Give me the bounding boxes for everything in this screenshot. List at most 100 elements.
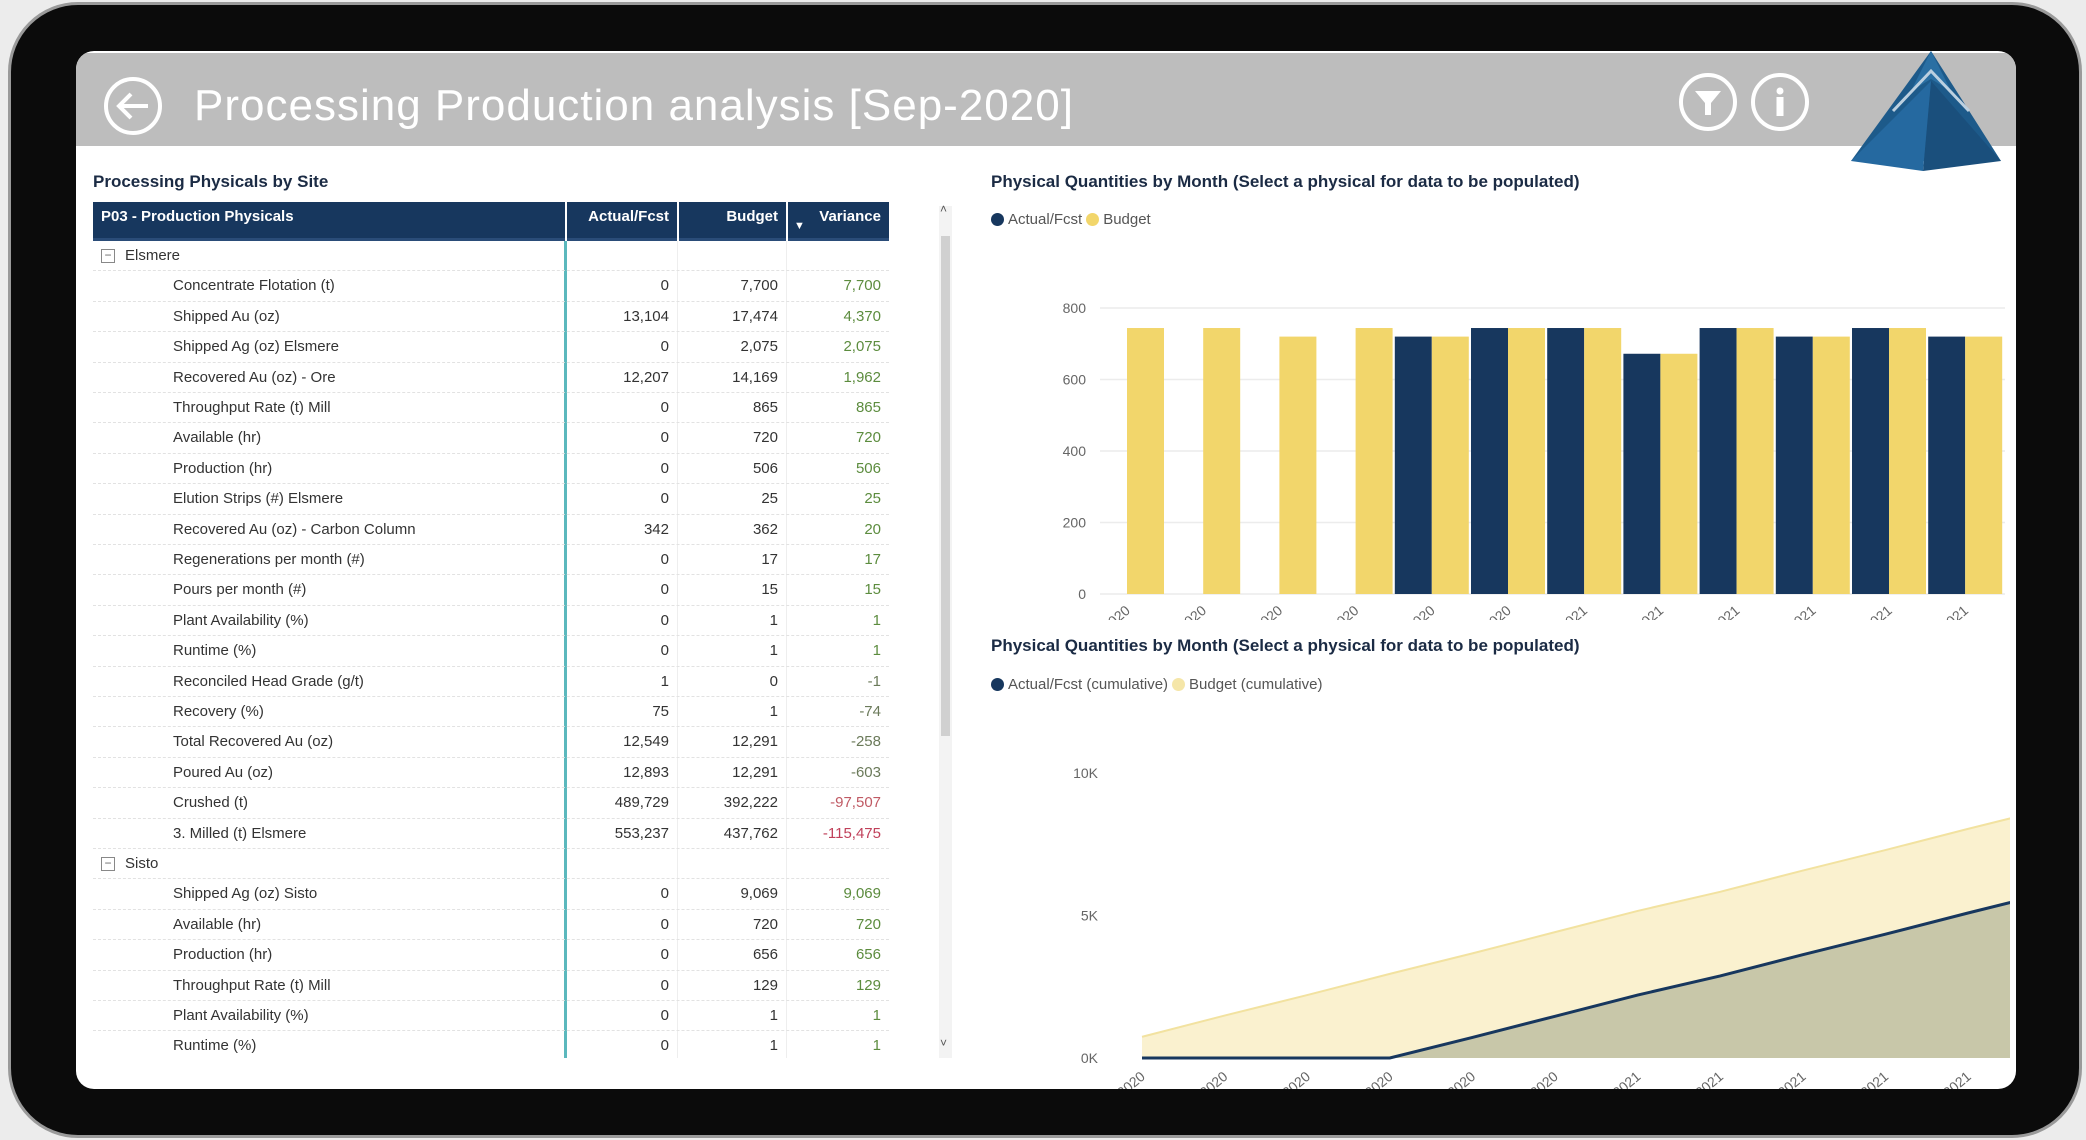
table-row[interactable]: Recovered Au (oz) - Carbon Column 342 36…	[93, 515, 889, 545]
table-scrollbar[interactable]: ˄ ˅	[939, 202, 952, 1058]
table-row[interactable]: Runtime (%) 0 1 1	[93, 636, 889, 667]
table-row[interactable]: Regenerations per month (#) 0 17 17	[93, 545, 889, 576]
x-tick-label: Feb-2021	[1670, 1068, 1726, 1089]
table-row[interactable]: Shipped Au (oz) 13,104 17,474 4,370	[93, 302, 889, 333]
budget-cell: 129	[752, 976, 778, 994]
sort-descending-icon[interactable]: ▼	[794, 220, 805, 232]
table-row[interactable]: Throughput Rate (t) Mill 0 865 865	[93, 393, 889, 424]
collapse-icon[interactable]: −	[101, 857, 115, 872]
x-tick-label: Aug-2020	[1152, 602, 1209, 620]
variance-cell: 15	[864, 581, 881, 599]
table-row[interactable]: Available (hr) 0 720 720	[93, 910, 889, 941]
table-row[interactable]: Reconciled Head Grade (g/t) 1 0 -1	[93, 667, 889, 697]
budget-cell: 392,222	[723, 794, 778, 812]
column-header-budget[interactable]: Budget	[677, 202, 786, 241]
bar-chart-title: Physical Quantities by Month (Select a p…	[991, 172, 1580, 191]
report-page: Processing Production analysis [Sep-2020…	[76, 51, 2016, 1089]
budget-cell: 12,291	[732, 733, 778, 751]
variance-header-label: Variance	[819, 208, 881, 225]
legend-dot-actual-cumulative	[991, 678, 1004, 691]
actual-cell: 13,104	[623, 307, 669, 325]
variance-cell: 1	[872, 1007, 881, 1024]
legend-label-actual[interactable]: Actual/Fcst	[1008, 211, 1083, 228]
row-label: Runtime (%)	[173, 1037, 257, 1055]
table-row[interactable]: Production (hr) 0 506 506	[93, 454, 889, 485]
x-tick-label: Feb-2021	[1610, 602, 1666, 620]
table-row[interactable]: Runtime (%) 0 1 1	[93, 1031, 889, 1058]
column-divider	[786, 241, 787, 1058]
bar-actual	[1547, 328, 1585, 594]
row-label: Available (hr)	[173, 429, 262, 447]
column-header-actual[interactable]: Actual/Fcst	[565, 202, 677, 241]
column-divider	[564, 241, 567, 1058]
column-header-physicals[interactable]: P03 - Production Physicals	[101, 208, 294, 225]
cumulative-area-chart[interactable]: 0K 5K 10K Jul-2020 Aug-2020 Sep-2020 Oct-2020 N…	[980, 700, 2010, 1089]
table-row[interactable]: 3. Milled (t) Elsmere 553,237 437,762 -1…	[93, 819, 889, 849]
x-tick-label: Dec-2020	[1504, 1068, 1561, 1089]
variance-cell: 20	[864, 520, 881, 538]
table-title: Processing Physicals by Site	[93, 172, 329, 191]
table-row[interactable]: Throughput Rate (t) Mill 0 129 129	[93, 971, 889, 1001]
table-row[interactable]: Crushed (t) 489,729 392,222 -97,507	[93, 788, 889, 819]
row-label: Concentrate Flotation (t)	[173, 277, 335, 295]
table-row[interactable]: Poured Au (oz) 12,893 12,291 -603	[93, 758, 889, 789]
actual-cell: 489,729	[614, 794, 669, 812]
table-row[interactable]: Available (hr) 0 720 720	[93, 423, 889, 454]
legend-label-budget[interactable]: Budget	[1103, 211, 1151, 228]
x-tick-label: Nov-2020	[1381, 602, 1438, 620]
scroll-up-icon[interactable]: ˄	[940, 202, 948, 216]
info-icon[interactable]	[1751, 73, 1809, 131]
legend-label-budget-cumulative[interactable]: Budget (cumulative)	[1189, 676, 1323, 693]
variance-cell: -603	[850, 763, 881, 781]
row-label: Total Recovered Au (oz)	[173, 733, 334, 751]
x-tick-label: Mar-2021	[1753, 1068, 1809, 1089]
scrollbar-thumb[interactable]	[941, 236, 950, 736]
budget-cell: 2,075	[740, 338, 778, 356]
column-header-variance[interactable]: ▼ Variance	[786, 202, 889, 241]
x-tick-label: Jul-2020	[1082, 602, 1134, 620]
budget-cell: 25	[761, 490, 778, 508]
budget-cell: 720	[752, 429, 778, 447]
table-row[interactable]: Recovered Au (oz) - Ore 12,207 14,169 1,…	[93, 363, 889, 393]
budget-cell: 14,169	[732, 368, 778, 386]
x-tick-label: Mar-2021	[1686, 602, 1742, 620]
table-row[interactable]: Production (hr) 0 656 656	[93, 940, 889, 971]
table-row[interactable]: Elution Strips (#) Elsmere 0 25 25	[93, 484, 889, 515]
actual-cell: 0	[660, 885, 669, 903]
filter-icon[interactable]	[1679, 73, 1737, 131]
x-tick-label: Oct-2020	[1341, 1068, 1396, 1089]
collapse-icon[interactable]: −	[101, 249, 115, 264]
table-row[interactable]: Shipped Ag (oz) Elsmere 0 2,075 2,075	[93, 332, 889, 363]
budget-cell: 12,291	[732, 763, 778, 781]
table-row[interactable]: Plant Availability (%) 0 1 1	[93, 606, 889, 637]
actual-cell: 12,207	[623, 368, 669, 386]
y-tick-label: 0	[1078, 586, 1086, 602]
back-arrow-icon[interactable]	[104, 77, 162, 135]
table-row[interactable]: Recovery (%) 75 1 -74	[93, 697, 889, 728]
table-row[interactable]: Shipped Ag (oz) Sisto 0 9,069 9,069	[93, 879, 889, 910]
table-row[interactable]: Pours per month (#) 0 15 15	[93, 575, 889, 606]
legend-dot-budget	[1086, 213, 1100, 226]
variance-cell: 25	[864, 490, 881, 508]
table-row[interactable]: Total Recovered Au (oz) 12,549 12,291 -2…	[93, 727, 889, 758]
row-label: Production (hr)	[173, 459, 273, 477]
scroll-down-icon[interactable]: ˅	[940, 1036, 948, 1050]
y-tick-label: 600	[1063, 372, 1087, 388]
table-row[interactable]: Plant Availability (%) 0 1 1	[93, 1001, 889, 1032]
monthly-bar-chart[interactable]: 0 200 400 600 800 Jul-2020 Aug-2020 Sep-2020 Oct…	[980, 240, 2010, 620]
variance-cell: -258	[850, 733, 881, 751]
legend-label-actual-cumulative[interactable]: Actual/Fcst (cumulative)	[1008, 676, 1169, 693]
budget-cell: 720	[752, 915, 778, 933]
variance-cell: -1	[867, 672, 881, 690]
row-label: 3. Milled (t) Elsmere	[173, 824, 307, 842]
row-label: Shipped Ag (oz) Sisto	[173, 885, 318, 903]
budget-cell: 865	[752, 399, 778, 416]
group-row[interactable]: − Sisto	[93, 849, 889, 880]
bar-budget	[1736, 328, 1774, 594]
pyramid-logo	[1851, 51, 2001, 171]
table-row[interactable]: Concentrate Flotation (t) 0 7,700 7,700	[93, 271, 889, 302]
group-row[interactable]: − Elsmere	[93, 241, 889, 272]
table-header: P03 - Production Physicals Actual/Fcst B…	[93, 202, 889, 241]
y-tick-label: 0K	[1081, 1050, 1099, 1066]
legend-dot-budget-cumulative	[1172, 678, 1186, 691]
